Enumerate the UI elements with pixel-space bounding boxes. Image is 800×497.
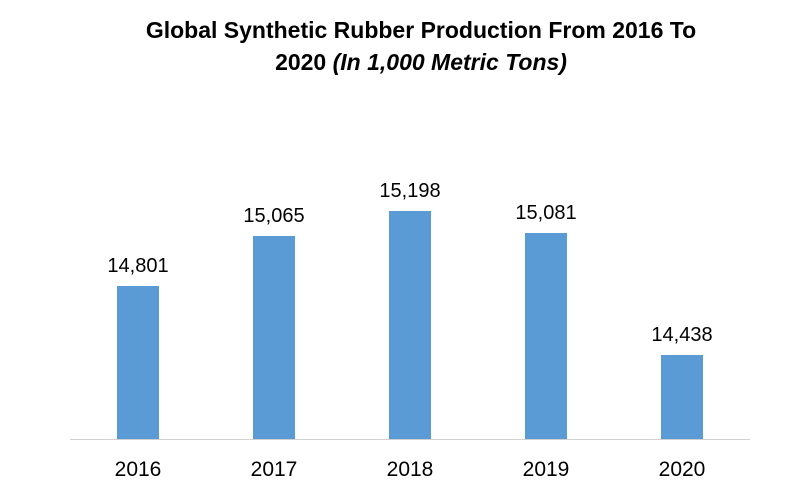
title-line-1: Global Synthetic Rubber Production From … [145,17,697,43]
bar-2019 [525,232,567,439]
x-tick-2019: 2019 [522,458,570,481]
x-tick-2017: 2017 [250,458,298,481]
x-tick-2018: 2018 [386,458,434,481]
title-unit: (In 1,000 Metric Tons) [332,49,567,75]
x-tick-2020: 2020 [658,458,706,481]
data-label-2020: 14,438 [651,324,713,347]
bar-2018 [389,210,431,439]
bar-2017 [253,235,295,439]
data-label-2017: 15,065 [243,204,305,227]
bar-2016 [117,286,159,439]
x-tick-2016: 2016 [114,458,162,481]
data-label-2016: 14,801 [107,255,169,278]
data-label-2019: 15,081 [515,201,577,224]
plot-area: 14,801 15,065 15,198 15,081 14,438 [70,172,750,439]
data-label-2018: 15,198 [379,179,441,202]
x-axis-line [70,439,750,440]
title-line-2: 2020 (In 1,000 Metric Tons) [0,46,800,78]
chart-title: Global Synthetic Rubber Production From … [0,14,800,78]
title-year: 2020 [275,49,333,75]
bar-2020 [661,355,703,439]
